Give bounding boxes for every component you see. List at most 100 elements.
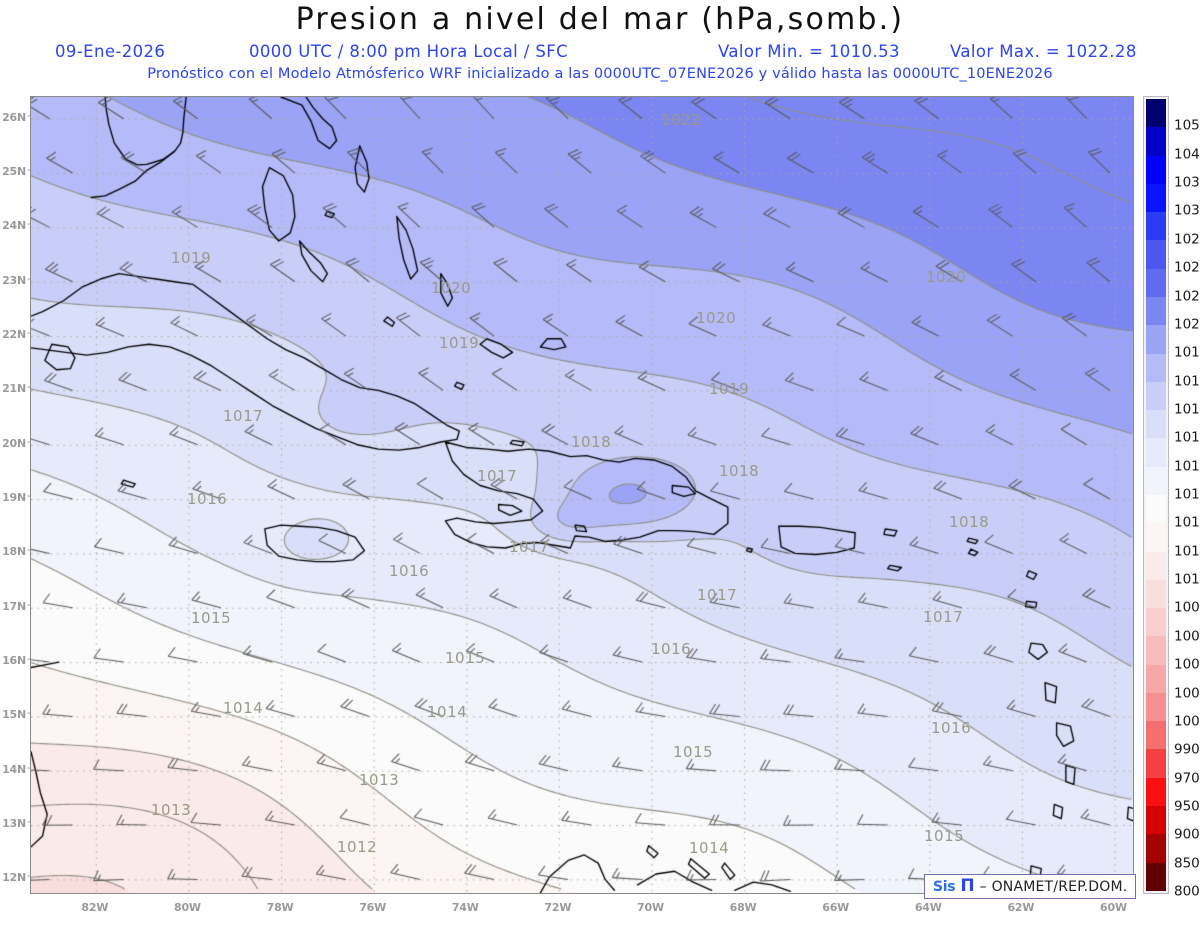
lon-tick-label: 74W bbox=[451, 901, 479, 914]
colorbar-tick: 1030 bbox=[1174, 202, 1200, 219]
lat-tick-label: 19N bbox=[2, 491, 26, 505]
lat-tick-label: 15N bbox=[2, 708, 26, 722]
colorbar-segment bbox=[1146, 296, 1166, 326]
colorbar-tick-labels: 1050 1040 1035 1030 1028 1025 1022 1020 1019 1018… bbox=[1174, 96, 1200, 898]
colorbar bbox=[1143, 96, 1169, 894]
lat-tick-label: 26N bbox=[2, 110, 26, 124]
colorbar-segment bbox=[1146, 721, 1166, 750]
lat-tick-label: 25N bbox=[2, 165, 26, 179]
lon-tick-label: 62W bbox=[1007, 901, 1035, 914]
colorbar-segment bbox=[1146, 212, 1166, 241]
logo-pi-icon: Π bbox=[960, 876, 975, 896]
colorbar-segment bbox=[1146, 353, 1166, 382]
colorbar-tick: 1050 bbox=[1174, 117, 1200, 134]
colorbar-tick: 1020 bbox=[1174, 316, 1200, 333]
colorbar-tick: 970 bbox=[1174, 769, 1200, 786]
lat-tick-label: 13N bbox=[2, 817, 26, 831]
value-max: Valor Max. = 1022.28 bbox=[950, 42, 1137, 61]
colorbar-segment bbox=[1146, 268, 1166, 297]
colorbar-tick: 1010 bbox=[1174, 571, 1200, 588]
colorbar-tick: 900 bbox=[1174, 826, 1200, 843]
value-min: Valor Min. = 1010.53 bbox=[718, 42, 900, 61]
colorbar-segment bbox=[1146, 551, 1166, 580]
logo-organization: ONAMET/REP.DOM. bbox=[991, 878, 1128, 895]
colorbar-tick: 1014 bbox=[1174, 486, 1200, 503]
colorbar-segment bbox=[1146, 579, 1166, 609]
lat-tick-label: 23N bbox=[2, 273, 26, 287]
colorbar-segment bbox=[1146, 749, 1166, 778]
lon-tick-label: 76W bbox=[359, 901, 387, 914]
colorbar-segment bbox=[1146, 99, 1166, 128]
lat-tick-mark: - bbox=[27, 707, 31, 720]
lat-tick-label: 12N bbox=[2, 871, 26, 885]
lon-tick-label: 68W bbox=[729, 901, 757, 914]
colorbar-segment bbox=[1146, 438, 1166, 467]
colorbar-segment bbox=[1146, 381, 1166, 411]
lon-tick-label: 60W bbox=[1100, 901, 1127, 914]
colorbar-tick: 1008 bbox=[1174, 599, 1200, 616]
colorbar-segment bbox=[1146, 183, 1166, 213]
colorbar-tick: 1012 bbox=[1174, 542, 1200, 559]
lat-tick-label: 18N bbox=[2, 545, 26, 559]
colorbar-tick: 1025 bbox=[1174, 259, 1200, 276]
lat-tick-mark: - bbox=[27, 381, 31, 394]
colorbar-segment bbox=[1146, 325, 1166, 354]
colorbar-tick: 1022 bbox=[1174, 287, 1200, 304]
colorbar-tick: 800 bbox=[1174, 883, 1200, 900]
attribution-logo: Sis Π – ONAMET/REP.DOM. bbox=[924, 874, 1137, 899]
lon-tick-label: 78W bbox=[266, 901, 294, 914]
colorbar-segment bbox=[1146, 608, 1166, 637]
lat-tick-label: 20N bbox=[2, 436, 26, 450]
lon-tick-label: 70W bbox=[637, 901, 664, 914]
colorbar-tick: 1006 bbox=[1174, 628, 1200, 645]
colorbar-segment bbox=[1146, 410, 1166, 439]
forecast-time-level: 0000 UTC / 8:00 pm Hora Local / SFC bbox=[249, 42, 569, 61]
lat-tick-mark: - bbox=[27, 164, 31, 177]
colorbar-segment bbox=[1146, 127, 1166, 156]
colorbar-segment bbox=[1146, 692, 1166, 722]
lat-tick-label: 22N bbox=[2, 328, 26, 342]
lon-tick-label: 72W bbox=[544, 901, 572, 914]
colorbar-segment bbox=[1146, 834, 1166, 863]
colorbar-tick: 1040 bbox=[1174, 145, 1200, 162]
lat-tick-label: 16N bbox=[2, 654, 26, 668]
logo-separator: – bbox=[979, 878, 987, 895]
colorbar-tick: 950 bbox=[1174, 798, 1200, 815]
colorbar-tick: 1018 bbox=[1174, 372, 1200, 389]
logo-sis-text: Sis bbox=[933, 878, 956, 895]
colorbar-tick: 1000 bbox=[1174, 713, 1200, 730]
lat-tick-mark: - bbox=[27, 272, 31, 285]
colorbar-tick: 1015 bbox=[1174, 457, 1200, 474]
colorbar-segment bbox=[1146, 636, 1166, 665]
colorbar-segment bbox=[1146, 494, 1166, 524]
colorbar-segment bbox=[1146, 155, 1166, 184]
forecast-date: 09-Ene-2026 bbox=[55, 42, 166, 61]
colorbar-tick: 1004 bbox=[1174, 656, 1200, 673]
pressure-field-canvas bbox=[31, 97, 1133, 893]
lat-tick-mark: - bbox=[27, 218, 31, 231]
lat-tick-mark: - bbox=[27, 490, 31, 503]
page-title: Presion a nivel del mar (hPa,somb.) bbox=[295, 2, 905, 37]
colorbar-segment bbox=[1146, 523, 1166, 552]
colorbar-tick: 990 bbox=[1174, 741, 1200, 758]
lat-tick-label: 24N bbox=[2, 219, 26, 233]
colorbar-segment bbox=[1146, 777, 1166, 807]
colorbar-tick: 1019 bbox=[1174, 344, 1200, 361]
lat-tick-label: 17N bbox=[2, 599, 26, 613]
colorbar-tick: 1035 bbox=[1174, 174, 1200, 191]
lat-tick-mark: - bbox=[27, 544, 31, 557]
colorbar-tick: 1028 bbox=[1174, 231, 1200, 248]
colorbar-segment bbox=[1146, 466, 1166, 495]
forecast-model-note: Pronóstico con el Modelo Atmósferico WRF… bbox=[147, 66, 1053, 82]
lat-tick-mark: - bbox=[27, 327, 31, 340]
colorbar-segment bbox=[1146, 806, 1166, 835]
lat-tick-mark: - bbox=[27, 598, 31, 611]
map-plot-area[interactable]: 1022 1020 1020 1020 1019 1019 1019 1018 1018 1018… bbox=[30, 96, 1134, 894]
lat-tick-mark: - bbox=[27, 109, 31, 122]
lon-tick-label: 66W bbox=[822, 901, 850, 914]
colorbar-segment bbox=[1146, 664, 1166, 693]
colorbar-tick: 850 bbox=[1174, 854, 1200, 871]
lon-tick-label: 82W bbox=[81, 901, 109, 914]
colorbar-segment bbox=[1146, 240, 1166, 269]
